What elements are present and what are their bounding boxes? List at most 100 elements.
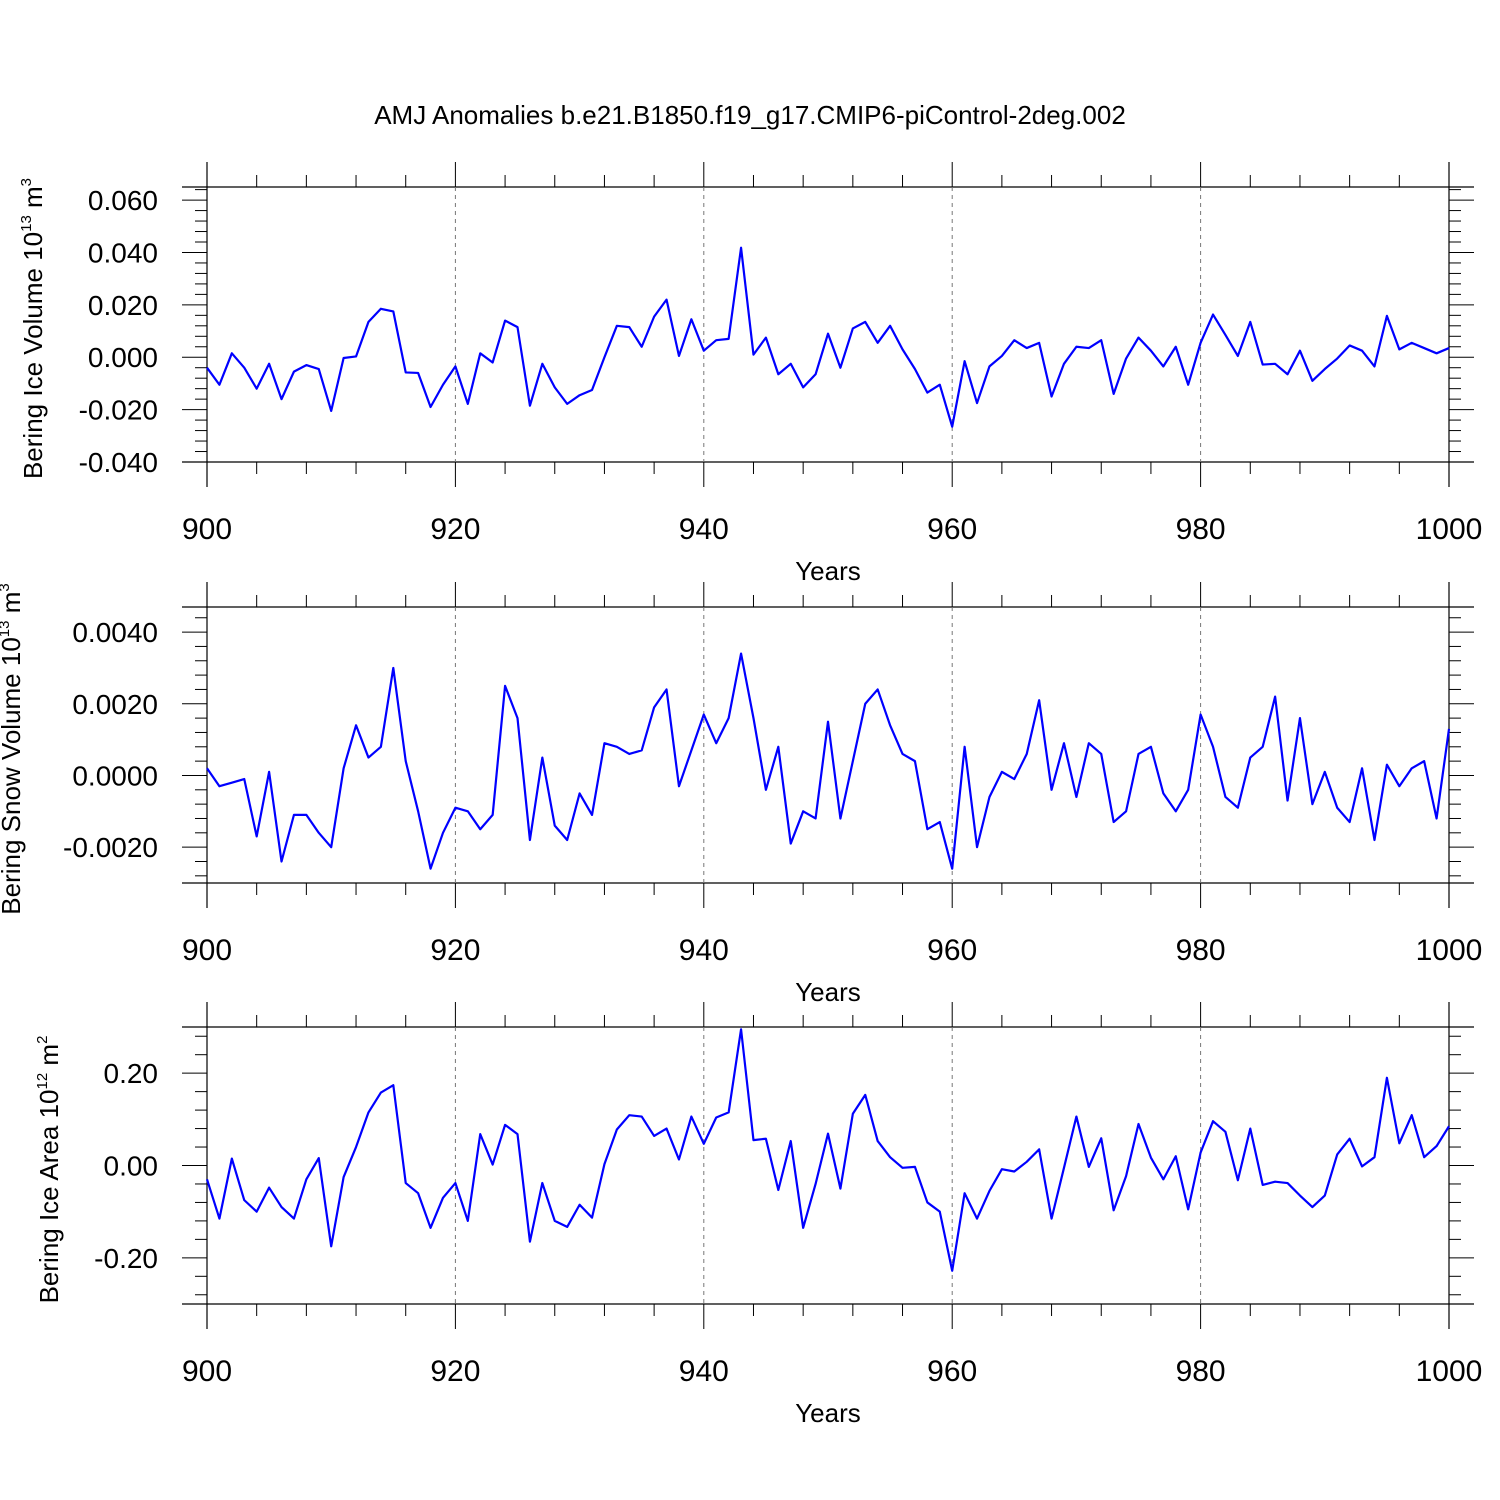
data-point: [752, 1139, 754, 1141]
data-point: [914, 1166, 916, 1168]
data-point: [405, 760, 407, 762]
data-point: [827, 1133, 829, 1135]
data-point: [1125, 1175, 1127, 1177]
data-point: [293, 371, 295, 373]
panels: 900 920 940 960 980 1000 -0.040 -0.020 0.000 0.02…: [0, 162, 1482, 1428]
data-point: [1448, 1125, 1450, 1127]
data-point: [1013, 339, 1015, 341]
data-point: [392, 667, 394, 669]
x-tick-label: 980: [1176, 513, 1226, 546]
data-point: [442, 384, 444, 386]
x-tick-label: 1000: [1416, 1355, 1483, 1388]
data-point: [579, 1204, 581, 1206]
data-point: [1026, 347, 1028, 349]
data-point: [206, 1178, 208, 1180]
data-point: [1349, 344, 1351, 346]
data-point: [318, 832, 320, 834]
data-point: [454, 1182, 456, 1184]
data-point: [1113, 1209, 1115, 1211]
data-point: [926, 828, 928, 830]
data-point: [1373, 839, 1375, 841]
data-point: [1274, 1181, 1276, 1183]
data-point: [293, 814, 295, 816]
data-point: [554, 386, 556, 388]
data-point: [653, 706, 655, 708]
data-point: [218, 1218, 220, 1220]
data-point: [752, 354, 754, 356]
data-point: [740, 653, 742, 655]
y-axis-label-superscript: 12: [34, 1073, 51, 1090]
data-point: [293, 1218, 295, 1220]
data-point: [318, 1157, 320, 1159]
y-tick-label: -0.20: [94, 1243, 158, 1274]
data-point: [467, 810, 469, 812]
data-point: [1138, 1123, 1140, 1125]
x-tick-label: 940: [679, 934, 729, 967]
data-point: [1361, 350, 1363, 352]
data-point: [1100, 339, 1102, 341]
data-point: [579, 394, 581, 396]
data-point: [1423, 347, 1425, 349]
data-point: [641, 749, 643, 751]
data-point: [417, 1192, 419, 1194]
data-point: [529, 405, 531, 407]
data-point: [1324, 771, 1326, 773]
figure-title: AMJ Anomalies b.e21.B1850.f19_g17.CMIP6-…: [374, 100, 1126, 130]
y-axis-label: Bering Ice Area 1012 m2: [34, 1036, 64, 1304]
data-point: [715, 742, 717, 744]
data-point: [976, 1218, 978, 1220]
data-point: [1398, 785, 1400, 787]
data-point: [1224, 796, 1226, 798]
data-point: [1038, 342, 1040, 344]
data-point: [1361, 767, 1363, 769]
y-axis-label-part: Bering Ice Volume 10: [18, 232, 48, 479]
data-point: [889, 1156, 891, 1158]
data-point: [1075, 796, 1077, 798]
data-point: [715, 339, 717, 341]
data-point: [1411, 342, 1413, 344]
data-point: [1249, 1128, 1251, 1130]
data-point: [902, 348, 904, 350]
data-point: [1162, 1178, 1164, 1180]
data-point: [343, 767, 345, 769]
data-point: [1299, 717, 1301, 719]
data-point: [355, 1146, 357, 1148]
data-point: [591, 1217, 593, 1219]
data-point: [1349, 1138, 1351, 1140]
data-point: [1237, 807, 1239, 809]
data-point: [852, 1113, 854, 1115]
data-point: [380, 308, 382, 310]
data-point: [541, 363, 543, 365]
data-point: [678, 355, 680, 357]
y-axis-label: Bering Snow Volume 1013 m3: [0, 583, 26, 914]
data-point: [765, 789, 767, 791]
data-point: [343, 1176, 345, 1178]
data-point: [367, 1111, 369, 1113]
data-point: [1026, 1161, 1028, 1163]
data-point: [1411, 767, 1413, 769]
data-point: [1237, 1179, 1239, 1181]
data-point: [392, 310, 394, 312]
data-point: [1113, 393, 1115, 395]
data-point: [256, 388, 258, 390]
data-point: [479, 1133, 481, 1135]
data-point: [1075, 346, 1077, 348]
data-point: [1051, 396, 1053, 398]
y-tick-label: 0.00: [104, 1151, 159, 1182]
data-point: [1200, 342, 1202, 344]
data-point: [330, 410, 332, 412]
data-point: [690, 318, 692, 320]
data-point: [827, 333, 829, 335]
data-point: [1212, 1120, 1214, 1122]
data-point: [1224, 334, 1226, 336]
data-point: [1026, 753, 1028, 755]
data-point: [1436, 817, 1438, 819]
data-point: [504, 685, 506, 687]
data-point: [504, 320, 506, 322]
data-point: [1411, 1114, 1413, 1116]
x-tick-label: 920: [430, 513, 480, 546]
data-point: [281, 398, 283, 400]
data-point: [914, 760, 916, 762]
data-point: [1299, 1195, 1301, 1197]
data-point: [1200, 714, 1202, 716]
